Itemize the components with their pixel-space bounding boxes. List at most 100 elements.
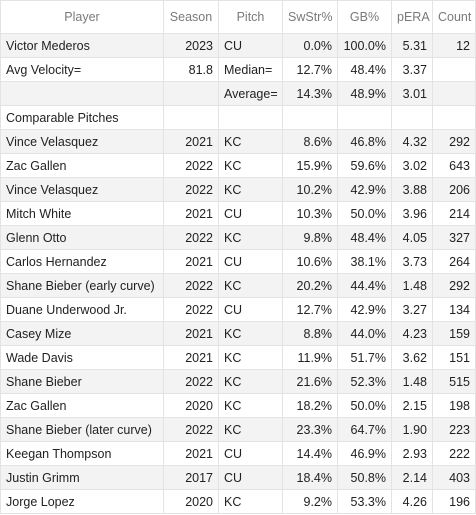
cell-player: Vince Velasquez xyxy=(0,129,164,154)
header-row: Player Season Pitch SwStr% GB% pERA Coun… xyxy=(0,0,476,34)
cell-player: Jorge Lopez xyxy=(0,489,164,514)
comparable-row: Duane Underwood Jr. 2022 CU 12.7% 42.9% 3.27 1… xyxy=(0,297,476,322)
cell-count: 264 xyxy=(432,249,476,274)
cell-player: Mitch White xyxy=(0,201,164,226)
comparable-row: Glenn Otto 2022 KC 9.8% 48.4% 4.05 327 xyxy=(0,225,476,250)
cell-player: Carlos Hernandez xyxy=(0,249,164,274)
target-gb: 100.0% xyxy=(337,33,392,58)
cell-pera: 4.26 xyxy=(391,489,433,514)
cell-count: 403 xyxy=(432,465,476,490)
cell-season: 2021 xyxy=(163,129,219,154)
average-blank-season xyxy=(163,81,219,106)
avg-velocity-value: 81.8 xyxy=(163,57,219,82)
cell-player: Zac Gallen xyxy=(0,153,164,178)
cell-count: 151 xyxy=(432,345,476,370)
cell-player: Vince Velasquez xyxy=(0,177,164,202)
cell-gb: 42.9% xyxy=(337,177,392,202)
cell-season: 2022 xyxy=(163,153,219,178)
cell-swstr: 10.2% xyxy=(282,177,338,202)
target-season: 2023 xyxy=(163,33,219,58)
average-row: Average= 14.3% 48.9% 3.01 xyxy=(0,81,476,106)
cell-player: Zac Gallen xyxy=(0,393,164,418)
section-blank xyxy=(282,105,338,130)
average-label: Average= xyxy=(218,81,283,106)
comparable-row: Shane Bieber (later curve) 2022 KC 23.3% 64.… xyxy=(0,417,476,442)
cell-gb: 38.1% xyxy=(337,249,392,274)
average-swstr: 14.3% xyxy=(282,81,338,106)
cell-gb: 44.0% xyxy=(337,321,392,346)
cell-count: 196 xyxy=(432,489,476,514)
cell-swstr: 23.3% xyxy=(282,417,338,442)
cell-count: 159 xyxy=(432,321,476,346)
cell-swstr: 10.6% xyxy=(282,249,338,274)
cell-pitch: KC xyxy=(218,417,283,442)
cell-pera: 4.05 xyxy=(391,225,433,250)
section-blank xyxy=(391,105,433,130)
cell-pera: 1.90 xyxy=(391,417,433,442)
cell-gb: 53.3% xyxy=(337,489,392,514)
cell-swstr: 18.2% xyxy=(282,393,338,418)
cell-gb: 44.4% xyxy=(337,273,392,298)
header-swstr: SwStr% xyxy=(282,0,338,34)
cell-pitch: KC xyxy=(218,225,283,250)
cell-pitch: KC xyxy=(218,369,283,394)
cell-gb: 59.6% xyxy=(337,153,392,178)
cell-swstr: 10.3% xyxy=(282,201,338,226)
comparable-row: Mitch White 2021 CU 10.3% 50.0% 3.96 214 xyxy=(0,201,476,226)
cell-swstr: 12.7% xyxy=(282,297,338,322)
cell-pitch: KC xyxy=(218,345,283,370)
cell-pera: 3.27 xyxy=(391,297,433,322)
section-blank xyxy=(337,105,392,130)
cell-pera: 3.02 xyxy=(391,153,433,178)
average-blank-count xyxy=(432,81,476,106)
target-player: Victor Mederos xyxy=(0,33,164,58)
cell-pera: 2.15 xyxy=(391,393,433,418)
cell-gb: 50.0% xyxy=(337,201,392,226)
comparable-row: Shane Bieber (early curve) 2022 KC 20.2% 44.… xyxy=(0,273,476,298)
comparable-row: Vince Velasquez 2022 KC 10.2% 42.9% 3.88 206 xyxy=(0,177,476,202)
cell-season: 2022 xyxy=(163,369,219,394)
cell-swstr: 20.2% xyxy=(282,273,338,298)
cell-pera: 4.23 xyxy=(391,321,433,346)
cell-season: 2021 xyxy=(163,321,219,346)
cell-swstr: 11.9% xyxy=(282,345,338,370)
cell-pera: 2.93 xyxy=(391,441,433,466)
cell-pitch: KC xyxy=(218,321,283,346)
target-pitch: CU xyxy=(218,33,283,58)
comparable-row: Wade Davis 2021 KC 11.9% 51.7% 3.62 151 xyxy=(0,345,476,370)
section-blank xyxy=(163,105,219,130)
median-swstr: 12.7% xyxy=(282,57,338,82)
cell-swstr: 9.8% xyxy=(282,225,338,250)
cell-player: Duane Underwood Jr. xyxy=(0,297,164,322)
cell-season: 2021 xyxy=(163,249,219,274)
header-pitch: Pitch xyxy=(218,0,283,34)
comparable-row: Carlos Hernandez 2021 CU 10.6% 38.1% 3.73 264 xyxy=(0,249,476,274)
cell-gb: 46.8% xyxy=(337,129,392,154)
target-pera: 5.31 xyxy=(391,33,433,58)
cell-season: 2022 xyxy=(163,225,219,250)
cell-gb: 50.8% xyxy=(337,465,392,490)
cell-count: 292 xyxy=(432,273,476,298)
cell-count: 214 xyxy=(432,201,476,226)
cell-count: 643 xyxy=(432,153,476,178)
cell-count: 327 xyxy=(432,225,476,250)
cell-pitch: CU xyxy=(218,297,283,322)
cell-pera: 3.73 xyxy=(391,249,433,274)
cell-pera: 3.88 xyxy=(391,177,433,202)
target-count: 12 xyxy=(432,33,476,58)
cell-gb: 51.7% xyxy=(337,345,392,370)
median-gb: 48.4% xyxy=(337,57,392,82)
cell-gb: 48.4% xyxy=(337,225,392,250)
cell-season: 2020 xyxy=(163,393,219,418)
cell-pitch: KC xyxy=(218,273,283,298)
cell-pitch: CU xyxy=(218,249,283,274)
cell-count: 515 xyxy=(432,369,476,394)
cell-season: 2022 xyxy=(163,273,219,298)
header-player: Player xyxy=(0,0,164,34)
cell-pitch: KC xyxy=(218,489,283,514)
cell-count: 198 xyxy=(432,393,476,418)
header-pera: pERA xyxy=(391,0,433,34)
cell-player: Keegan Thompson xyxy=(0,441,164,466)
cell-player: Justin Grimm xyxy=(0,465,164,490)
